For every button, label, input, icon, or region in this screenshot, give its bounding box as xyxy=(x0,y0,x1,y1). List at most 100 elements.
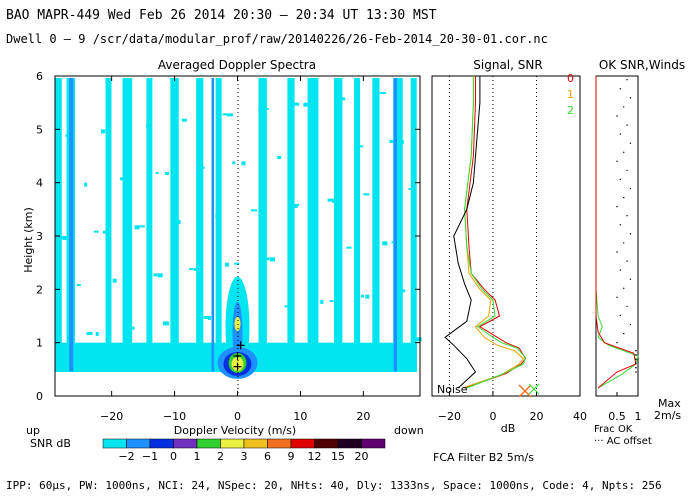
ac-offset-label: ··· AC offset xyxy=(594,436,652,447)
snr-speckle xyxy=(277,156,282,159)
ac-offset-dot xyxy=(616,296,618,299)
snr-streak xyxy=(122,78,133,372)
snr-speckle xyxy=(265,257,270,261)
db-x-label: dB xyxy=(501,422,516,435)
frac-ok-x-tick-label: 1 xyxy=(635,410,642,423)
down-label: down xyxy=(394,424,424,437)
signal-snr-series xyxy=(444,76,527,389)
snr-speckle xyxy=(172,321,176,324)
header-dwell-path: Dwell 0 – 9 /scr/data/modular_prof/raw/2… xyxy=(6,32,548,46)
snr-speckle xyxy=(415,337,422,342)
spectra-y-tick-label: 4 xyxy=(36,177,43,190)
snr-speckle xyxy=(193,268,199,271)
ac-offset-dot xyxy=(635,371,637,373)
snr-speckle xyxy=(200,166,205,169)
spectra-y-tick-label: 2 xyxy=(36,283,43,296)
ac-offset-dot xyxy=(635,366,637,369)
snr-speckle xyxy=(408,188,412,190)
frac-ok-x-tick-label: 0.5 xyxy=(608,410,626,423)
ac-offset-dot xyxy=(616,205,618,208)
ac-offset-dot xyxy=(619,314,622,317)
snr-colorbar: SNR dB −2 −1 0 1 2 3 6 9 12 15 20 xyxy=(30,437,386,463)
snr-streak xyxy=(196,78,204,372)
spectra-y-tick-label: 5 xyxy=(36,123,43,136)
spectra-y-tick-label: 0 xyxy=(36,390,43,403)
colorbar-tick-label: 2 xyxy=(217,450,224,463)
colorbar-swatch xyxy=(361,438,386,449)
colorbar-swatch xyxy=(290,438,315,449)
ac-offset-dot xyxy=(623,242,625,244)
snr-streak xyxy=(372,78,380,372)
snr-speckle xyxy=(334,97,340,100)
ac-offset-dot xyxy=(629,187,632,190)
snr-speckle xyxy=(241,161,246,166)
colorbar-swatch xyxy=(267,438,292,449)
snr-speckle xyxy=(112,278,117,283)
snr-speckle xyxy=(389,140,394,143)
snr-speckle xyxy=(401,289,406,293)
snr-speckle xyxy=(358,145,364,148)
snr-speckle xyxy=(365,294,370,299)
snr-speckle xyxy=(86,332,93,335)
snr-speckle xyxy=(224,262,229,267)
surface-cross-marker xyxy=(518,383,540,398)
snr-speckle xyxy=(58,236,63,239)
signal-snr-title: Signal, SNR xyxy=(473,58,542,72)
ac-offset-dot xyxy=(623,106,625,108)
ac-offset-dot xyxy=(629,142,632,144)
snr-speckle xyxy=(234,262,240,265)
signal-snr-panel: Signal, SNR −20 0 20 40 dB Noise 0 1 2 xyxy=(431,58,587,435)
snr-speckle xyxy=(155,172,159,174)
db-reference-lines xyxy=(448,76,537,396)
ac-offset-dot xyxy=(616,160,618,163)
snr-speckle xyxy=(174,220,181,224)
spectra-x-label: Doppler Velocity (m/s) xyxy=(174,424,296,437)
snr-streak xyxy=(410,78,417,372)
snr-streak xyxy=(287,78,295,372)
snr-speckle xyxy=(215,214,222,218)
db-x-tick-label: 0 xyxy=(489,410,496,423)
colorbar-tick-label: −1 xyxy=(142,450,158,463)
header-title: BAO MAPR-449 Wed Feb 26 2014 20:30 – 20:… xyxy=(6,8,437,23)
spectra-heatmap xyxy=(54,78,422,379)
snr-speckle xyxy=(372,193,376,197)
series-line xyxy=(444,76,481,389)
snr-speckle xyxy=(127,326,134,329)
ac-offset-dot xyxy=(629,233,632,235)
ac-offset-dot xyxy=(619,178,622,181)
snr-speckle xyxy=(222,113,228,116)
colorbar-swatch xyxy=(149,438,174,449)
ac-offset-dot xyxy=(626,305,628,308)
ac-offset-dot xyxy=(619,88,622,90)
ac-offset-dot xyxy=(626,79,628,81)
ac-offset-dot xyxy=(619,133,622,135)
snr-speckle xyxy=(226,113,233,117)
series-line xyxy=(464,76,527,389)
snr-stripe xyxy=(211,78,215,372)
signal-snr-frame xyxy=(431,75,581,397)
snr-stripe xyxy=(69,78,74,372)
ok-snr-winds-title: OK SNR,Winds xyxy=(599,58,685,72)
spectra-x-tick-label: 10 xyxy=(293,410,307,423)
snr-speckle xyxy=(101,129,106,134)
ac-offset-dot xyxy=(626,169,628,172)
series-1-label: 1 xyxy=(567,88,574,101)
snr-streak xyxy=(170,78,179,372)
ac-offset-dot xyxy=(626,260,628,262)
snr-speckle xyxy=(164,172,169,175)
frac-ok-line xyxy=(595,76,639,389)
snr-speckle xyxy=(327,198,334,202)
snr-speckle xyxy=(181,118,187,122)
colorbar-swatch xyxy=(196,438,221,449)
ac-offset-dot xyxy=(623,151,625,153)
ac-offset-dot xyxy=(626,124,628,126)
snr-speckle xyxy=(251,209,258,212)
fca-filter-label: FCA Filter B2 5m/s xyxy=(433,451,534,464)
ac-offset-dot xyxy=(629,323,632,326)
series-2-label: 2 xyxy=(567,104,574,117)
snr-streak xyxy=(333,78,343,372)
ac-offset-dot xyxy=(619,224,622,226)
snr-speckle xyxy=(189,268,194,270)
snr-speckle xyxy=(313,150,318,153)
snr-speckle xyxy=(124,177,129,182)
